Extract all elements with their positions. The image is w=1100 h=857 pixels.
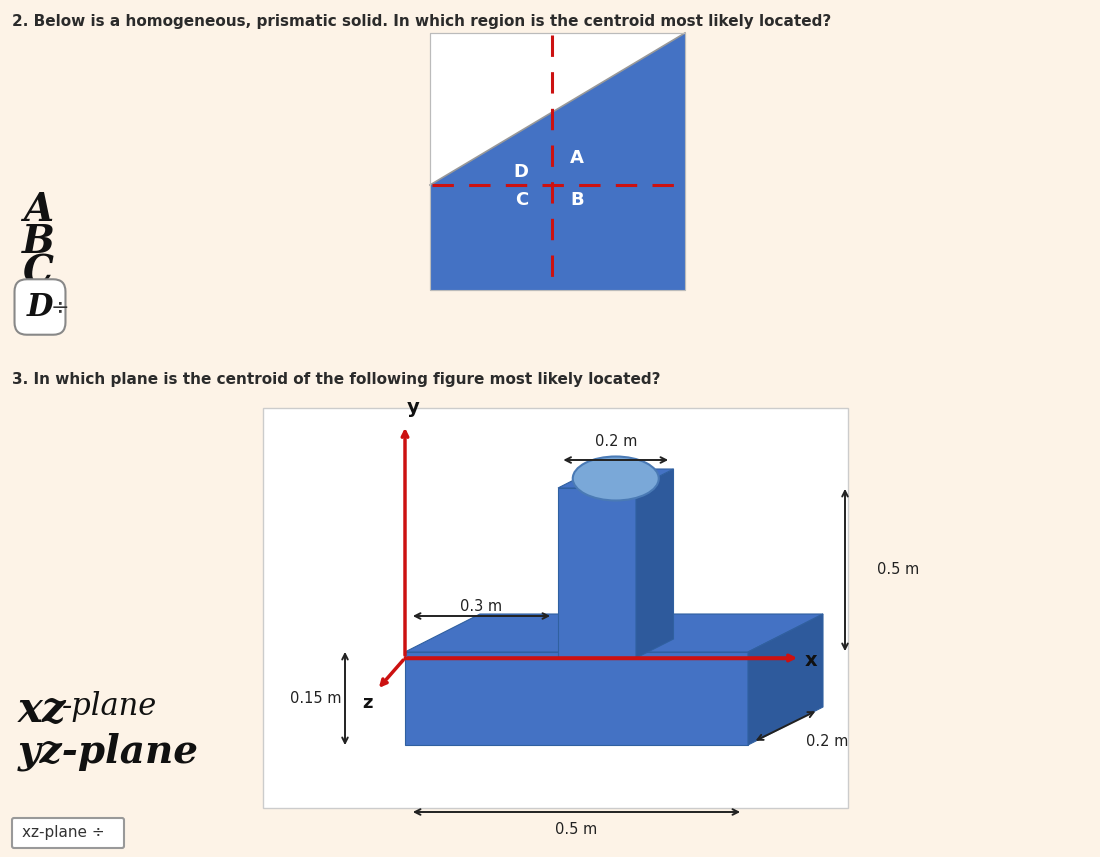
Text: 3. In which plane is the centroid of the following figure most likely located?: 3. In which plane is the centroid of the…	[12, 372, 660, 387]
Text: A: A	[570, 149, 584, 167]
Polygon shape	[430, 33, 685, 290]
Text: 0.5 m: 0.5 m	[556, 822, 597, 837]
Text: 0.15 m: 0.15 m	[289, 691, 341, 706]
Text: 0.2 m: 0.2 m	[805, 734, 848, 748]
Polygon shape	[558, 469, 673, 488]
Text: 2. Below is a homogeneous, prismatic solid. In which region is the centroid most: 2. Below is a homogeneous, prismatic sol…	[12, 14, 832, 29]
Polygon shape	[748, 614, 823, 745]
Text: C: C	[22, 253, 54, 291]
Text: yz-plane: yz-plane	[18, 733, 199, 771]
Text: y: y	[407, 398, 420, 417]
Text: 0.2 m: 0.2 m	[595, 434, 637, 449]
Text: ÷: ÷	[51, 297, 69, 317]
Polygon shape	[405, 614, 823, 652]
Polygon shape	[430, 33, 685, 290]
Text: xz-plane ÷: xz-plane ÷	[22, 825, 104, 841]
Text: A: A	[23, 191, 53, 229]
Polygon shape	[405, 652, 748, 745]
Polygon shape	[636, 469, 673, 658]
Text: xz: xz	[18, 689, 66, 731]
Text: B: B	[570, 191, 584, 209]
Text: 0.5 m: 0.5 m	[877, 562, 920, 578]
Text: -plane: -plane	[62, 692, 157, 722]
Text: B: B	[22, 223, 54, 261]
Text: 0.3 m: 0.3 m	[461, 599, 503, 614]
Text: z: z	[363, 694, 373, 712]
Polygon shape	[558, 488, 636, 658]
Text: D: D	[513, 163, 528, 181]
Text: D: D	[26, 291, 53, 322]
Polygon shape	[263, 408, 848, 808]
Text: C: C	[515, 191, 528, 209]
Ellipse shape	[573, 457, 659, 500]
FancyBboxPatch shape	[12, 818, 124, 848]
Text: x: x	[805, 650, 817, 669]
